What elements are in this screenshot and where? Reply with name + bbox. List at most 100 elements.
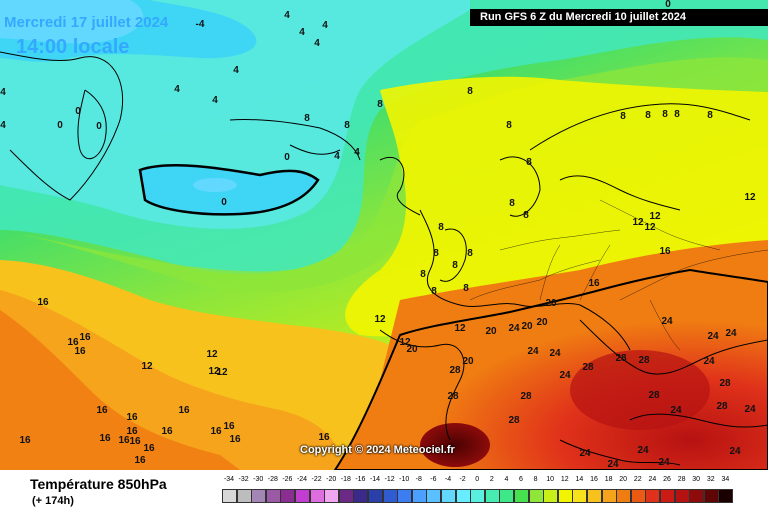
temperature-value: 8	[526, 157, 532, 168]
scale-label: 4	[504, 476, 509, 483]
temperature-value: 8	[433, 248, 439, 259]
temperature-value: 16	[126, 412, 138, 423]
temperature-value: 8	[645, 110, 651, 121]
temperature-value: 28	[582, 362, 594, 373]
scale-label: -24	[296, 476, 308, 483]
temperature-value: 28	[449, 365, 461, 376]
temperature-value: 12	[206, 349, 218, 360]
temperature-value: 16	[178, 405, 190, 416]
temperature-value: 16	[161, 426, 173, 437]
temperature-value: 16	[223, 421, 235, 432]
temperature-value: 24	[729, 446, 741, 457]
scale-swatch	[630, 489, 646, 503]
temperature-value: 8	[467, 248, 473, 259]
temperature-value: 20	[545, 298, 557, 309]
temperature-value: 24	[744, 404, 756, 415]
temperature-value: 16	[588, 278, 600, 289]
scale-label: 8	[533, 476, 538, 483]
scale-swatch	[514, 489, 529, 503]
scale-label: 0	[475, 476, 480, 483]
temperature-value: 0	[96, 121, 102, 132]
temperature-value: 4	[233, 65, 239, 76]
scale-swatch	[280, 489, 296, 503]
temperature-value: 12	[208, 366, 220, 377]
temperature-value: 24	[508, 323, 520, 334]
cold-core	[193, 178, 237, 192]
temperature-value: 24	[725, 328, 737, 339]
scale-label: -6	[430, 476, 437, 483]
scale-swatch	[689, 489, 705, 503]
temperature-value: 4	[334, 151, 340, 162]
scale-label: 10	[546, 476, 555, 483]
temperature-value: 20	[462, 356, 474, 367]
temperature-value: 12	[141, 361, 153, 372]
temperature-value: 24	[527, 346, 539, 357]
temperature-value: 16	[318, 432, 330, 443]
scale-label: -4	[444, 476, 452, 483]
temperature-value: 24	[670, 405, 682, 416]
temperature-value: 12	[454, 323, 466, 334]
temperature-value: 28	[520, 391, 532, 402]
temperature-value: 16	[659, 246, 671, 257]
temperature-value: 4	[299, 27, 305, 38]
scale-swatch	[587, 489, 602, 503]
scale-swatch	[703, 489, 719, 503]
temperature-value: 16	[118, 435, 130, 446]
temperature-value: 8	[707, 110, 713, 121]
scale-swatch	[441, 489, 456, 503]
scale-label: -14	[369, 476, 381, 483]
scale-label: 18	[604, 476, 613, 483]
scale-swatch	[499, 489, 515, 503]
scale-swatch	[718, 489, 734, 503]
temperature-value: 28	[719, 378, 731, 389]
legend-footer: Température 850hPa (+ 174h) -34 -32 -30 -28…	[0, 470, 768, 512]
scale-label: -2	[459, 476, 466, 483]
temperature-value: 8	[438, 222, 444, 233]
temperature-value: -4	[196, 19, 205, 30]
temperature-value: 16	[126, 426, 138, 437]
scale-swatch	[338, 489, 354, 503]
temperature-value: 0	[221, 197, 227, 208]
cold-pool-north	[0, 0, 144, 44]
scale-swatch	[528, 489, 544, 503]
zone-cyan	[0, 0, 470, 229]
hot-area-east	[570, 350, 710, 430]
temperature-value: 0	[75, 106, 81, 117]
scale-label: 2	[489, 476, 494, 483]
temperature-value: 24	[658, 457, 670, 468]
scale-label: -22	[311, 476, 322, 483]
temperature-value: 4	[354, 147, 360, 158]
temperature-value: 8	[344, 120, 350, 131]
scale-label: -30	[253, 476, 264, 483]
temperature-value: 24	[549, 348, 561, 359]
scale-label: -32	[238, 476, 249, 483]
zone-yellow	[345, 76, 768, 337]
scale-swatch	[324, 489, 340, 503]
temperature-value: 24	[637, 445, 649, 456]
run-info-banner: Run GFS 6 Z du Mercredi 10 juillet 2024	[470, 9, 768, 26]
temperature-value: 12	[216, 367, 228, 378]
scale-label: -20	[326, 476, 337, 483]
temperature-value: 0	[284, 152, 290, 163]
temperature-value: 16	[229, 434, 241, 445]
temperature-value: 4	[0, 120, 6, 131]
temperature-value: 16	[134, 455, 146, 466]
temperature-value: 12	[399, 337, 411, 348]
scale-swatch	[557, 489, 573, 503]
scale-label: -18	[340, 476, 351, 483]
scale-swatch	[353, 489, 369, 503]
copyright-notice: Copyright © 2024 Meteociel.fr	[300, 444, 455, 456]
scale-swatch	[455, 489, 471, 503]
scale-swatch	[265, 489, 281, 503]
temperature-value: 4	[284, 10, 290, 21]
hot-core	[420, 423, 490, 467]
scale-swatch	[295, 489, 310, 503]
scale-label: -10	[399, 476, 410, 483]
scale-swatch	[397, 489, 413, 503]
scale-swatch	[222, 489, 237, 503]
temperature-value: 0	[665, 0, 671, 10]
scale-label: 32	[706, 476, 715, 483]
temperature-value: 20	[536, 317, 548, 328]
temperature-value: 28	[648, 390, 660, 401]
